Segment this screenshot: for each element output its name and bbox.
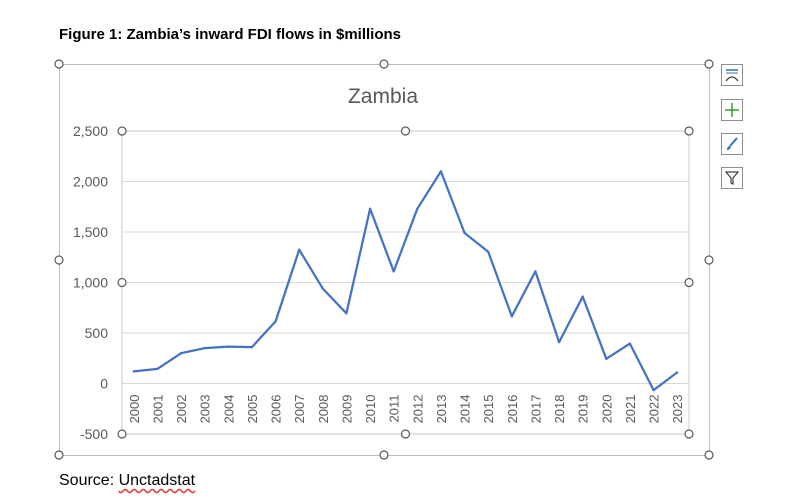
data-point (297, 248, 301, 251)
y-tick-label: 500 (85, 325, 109, 341)
x-tick-label: 2023 (670, 395, 685, 424)
x-tick-label: 2004 (221, 395, 236, 424)
plot-resize-handle (684, 429, 694, 439)
plot-resize-handle (400, 429, 411, 439)
source-name: Unctadstat (118, 472, 196, 489)
frame-resize-handle (379, 59, 389, 69)
x-tick-label: 2017 (528, 395, 543, 424)
x-tick-label: 2016 (505, 395, 520, 424)
plot-resize-handle (684, 277, 694, 288)
x-tick-label: 2021 (623, 395, 638, 424)
chart-styles-button[interactable] (721, 133, 743, 155)
x-tick-label: 2014 (458, 395, 473, 424)
x-tick-label: 2000 (127, 395, 142, 424)
frame-resize-handle (704, 450, 714, 460)
x-tick-label: 2002 (174, 395, 189, 424)
chart-title: Zambia (348, 85, 418, 108)
figure-title: Figure 1: Zambia’s inward FDI flows in $… (59, 26, 401, 43)
x-tick-label: 2006 (269, 395, 284, 424)
y-tick-label: 0 (100, 376, 108, 392)
data-point (581, 295, 584, 298)
x-tick-label: 2007 (292, 395, 307, 424)
data-point (321, 287, 325, 290)
x-tick-label: 2019 (576, 395, 591, 424)
data-point (652, 388, 655, 392)
plot-resize-handle (684, 126, 694, 136)
data-point (179, 352, 183, 355)
chart-elements-button[interactable] (721, 64, 743, 86)
data-point (439, 170, 443, 173)
data-point (392, 270, 395, 273)
plot-resize-handle (400, 126, 411, 136)
data-point (534, 270, 537, 273)
data-point (156, 367, 159, 371)
data-point (250, 345, 254, 349)
y-tick-label: 1,500 (73, 224, 108, 240)
chart-filters-button[interactable] (721, 167, 743, 189)
source-prefix: Source: (59, 472, 119, 489)
data-point (605, 357, 608, 360)
x-tick-label: 2022 (647, 395, 662, 424)
x-tick-label: 2012 (410, 395, 425, 424)
x-tick-label: 2001 (150, 395, 165, 424)
x-tick-label: 2008 (316, 395, 331, 424)
y-tick-label: 1,000 (73, 275, 108, 291)
plot-resize-handle (117, 126, 127, 136)
x-tick-label: 2011 (387, 395, 402, 423)
frame-resize-handle (704, 255, 714, 265)
data-point (227, 345, 230, 348)
data-point (486, 250, 490, 253)
data-point (510, 315, 514, 318)
data-point (132, 370, 136, 373)
series-line (133, 170, 678, 392)
data-point (345, 312, 348, 315)
x-tick-label: 2005 (245, 395, 260, 424)
data-point (274, 320, 277, 323)
frame-resize-handle (54, 450, 64, 460)
add-element-button[interactable] (721, 99, 743, 121)
data-point (675, 371, 679, 374)
chart-elements-icon (725, 69, 739, 82)
x-tick-label: 2003 (198, 395, 213, 424)
x-tick-label: 2015 (481, 395, 496, 424)
data-point (557, 340, 561, 344)
y-tick-label: 2,000 (73, 174, 108, 190)
frame-resize-handle (704, 59, 714, 69)
add-element-icon (725, 103, 739, 117)
x-tick-label: 2010 (363, 395, 378, 424)
chart-styles-brush-icon (727, 137, 738, 150)
y-tick-label: 2,500 (73, 123, 108, 139)
frame-resize-handle (54, 59, 64, 69)
frame-resize-handle (379, 450, 389, 460)
chart-filters-icon (724, 171, 740, 185)
data-point (463, 231, 466, 235)
x-tick-label: 2020 (599, 395, 614, 424)
x-tick-label: 2018 (552, 395, 567, 424)
frame-resize-handle (54, 255, 64, 265)
x-tick-label: 2013 (434, 395, 449, 424)
x-tick-label: 2009 (339, 395, 354, 424)
data-point (628, 342, 632, 345)
plot-resize-handle (117, 277, 127, 288)
source-note: Source: Unctadstat (59, 472, 195, 490)
data-point (368, 207, 372, 210)
y-tick-label: -500 (80, 426, 108, 442)
data-point (416, 207, 419, 210)
plot-resize-handle (117, 429, 127, 439)
data-point (203, 346, 206, 350)
